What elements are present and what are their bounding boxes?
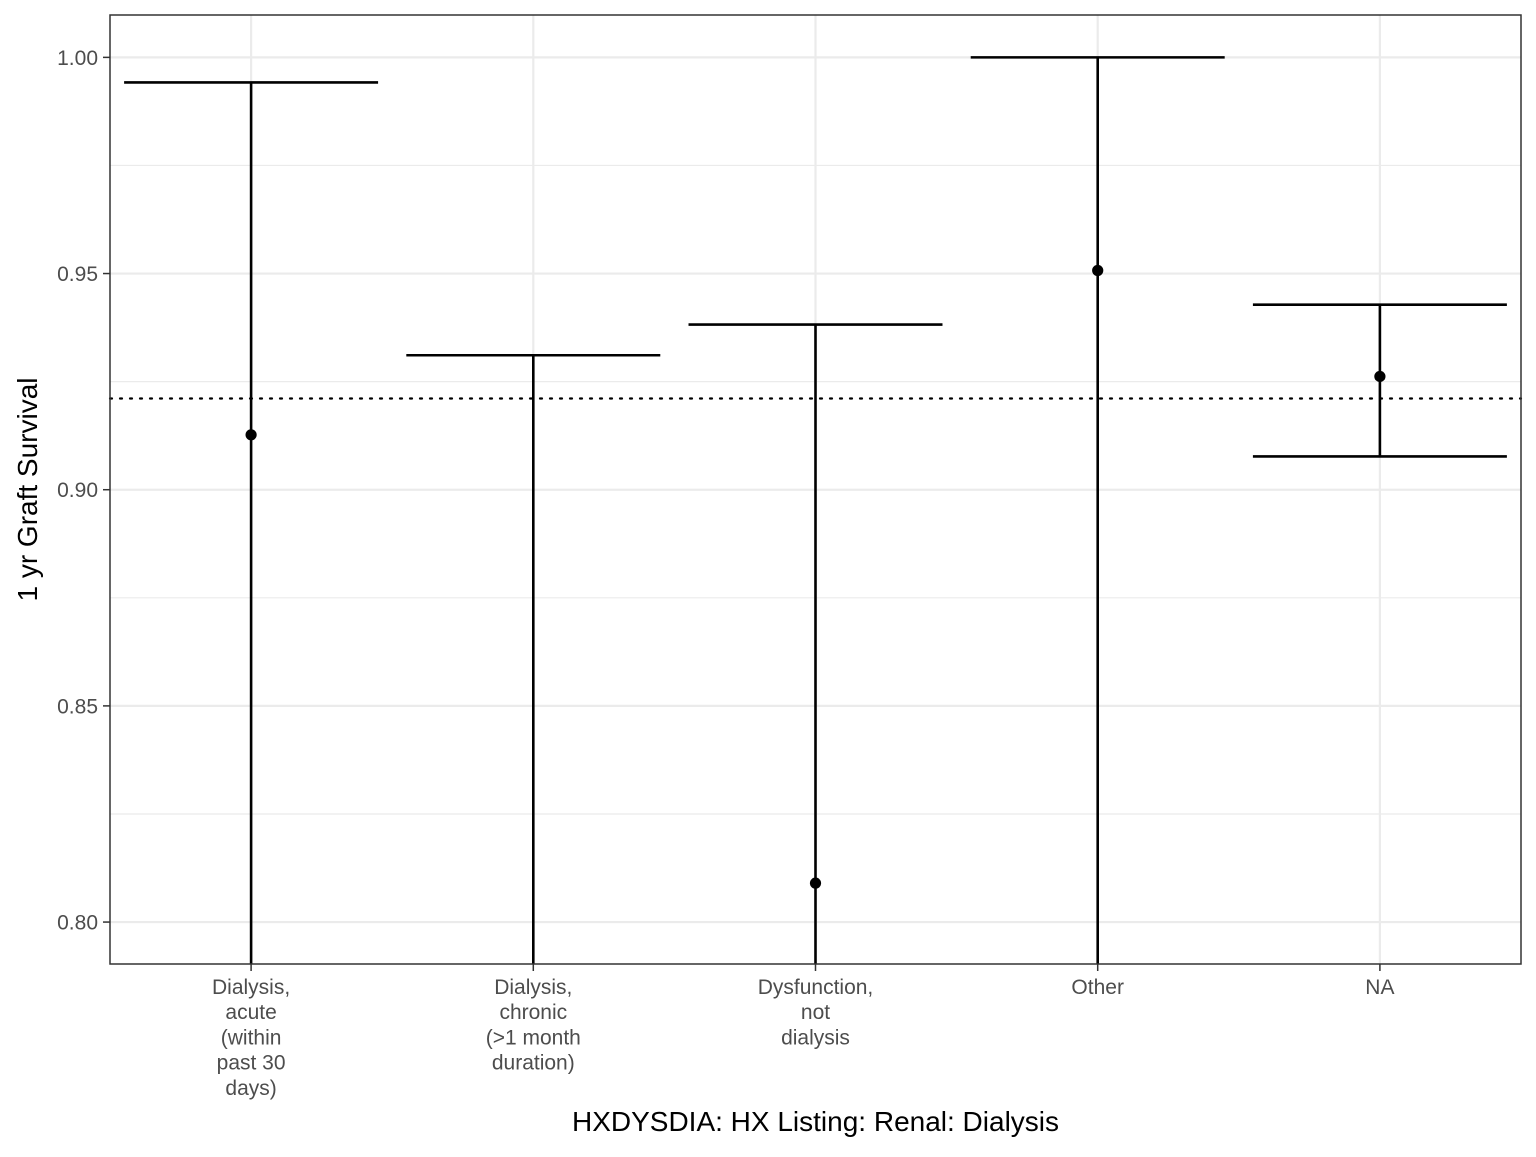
y-tick-label: 1.00 — [57, 47, 98, 70]
estimate-point — [809, 877, 822, 889]
x-tick-label-line: Dialysis, — [494, 976, 572, 999]
x-tick-label-line: Other — [1071, 976, 1124, 999]
estimate-point — [245, 429, 257, 441]
estimate-point — [1374, 370, 1386, 383]
y-axis-title: 1 yr Graft Survival — [12, 377, 43, 601]
x-axis-title: HXDYSDIA: HX Listing: Renal: Dialysis — [572, 1106, 1059, 1137]
y-axis: 0.80 0.85 0.90 0.95 1.00 — [57, 47, 110, 935]
x-tick-label-line: (within — [221, 1026, 282, 1049]
x-tick-label-line: (>1 month — [486, 1026, 581, 1049]
x-tick-label-line: Dialysis, — [212, 976, 290, 999]
x-tick-label: NA — [1365, 976, 1394, 999]
x-tick-label: Other — [1071, 976, 1124, 999]
estimate-point — [1092, 264, 1104, 277]
x-tick-label-line: past 30 — [217, 1052, 286, 1075]
x-tick-label-line: acute — [225, 1001, 276, 1024]
x-tick-label: Dialysis, chronic (>1 month duration) — [486, 976, 581, 1075]
x-axis: Dialysis, acute (within past 30 days)Dialysi… — [212, 964, 1394, 1100]
y-tick-label: 0.85 — [57, 695, 98, 718]
x-tick-label-line: NA — [1365, 976, 1394, 999]
x-tick-label-line: dialysis — [781, 1026, 850, 1049]
y-tick-label: 0.80 — [57, 912, 98, 935]
x-tick-label: Dysfunction, not dialysis — [758, 976, 874, 1049]
x-tick-label: Dialysis, acute (within past 30 days) — [212, 976, 290, 1100]
x-tick-label-line: not — [801, 1001, 830, 1024]
x-tick-label-line: duration) — [492, 1052, 575, 1075]
x-tick-label-line: chronic — [499, 1001, 567, 1024]
point-layer — [245, 264, 1386, 889]
x-tick-label-line: Dysfunction, — [758, 976, 874, 999]
y-tick-label: 0.90 — [57, 479, 98, 502]
x-tick-label-line: days) — [225, 1077, 276, 1100]
errorbar-layer — [124, 56, 1507, 964]
y-tick-label: 0.95 — [57, 263, 98, 286]
